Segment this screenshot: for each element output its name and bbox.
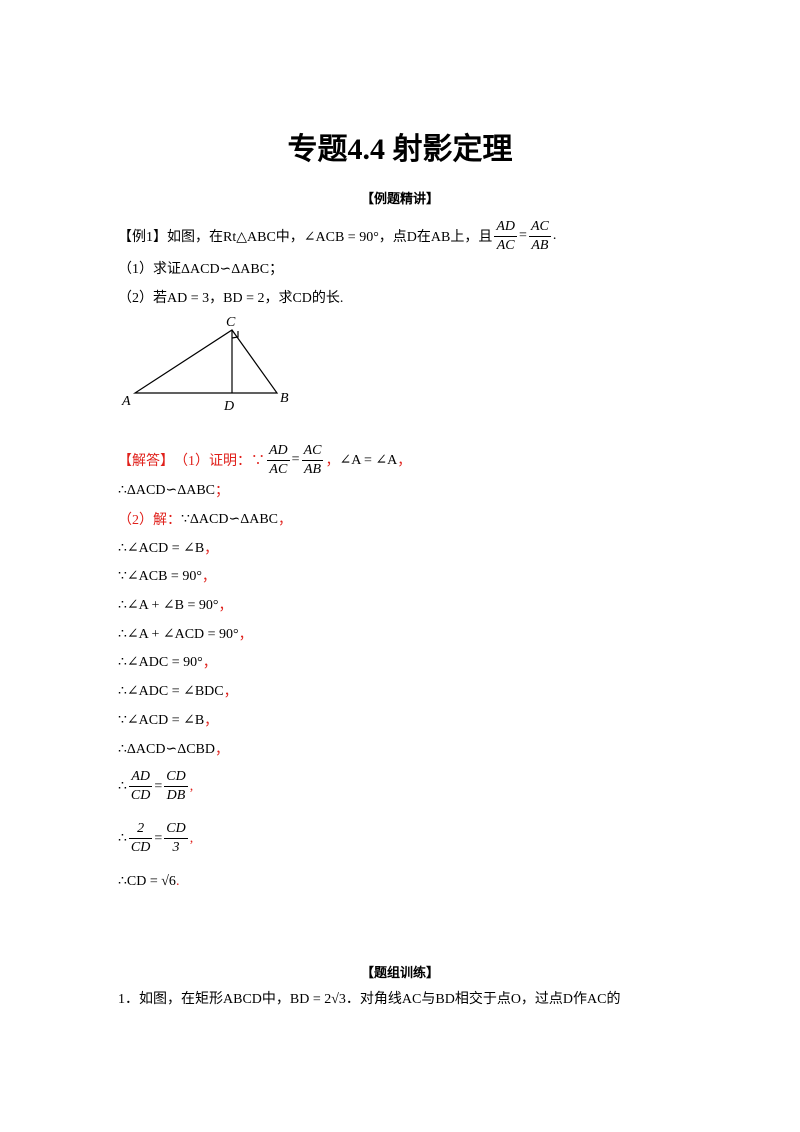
statement: ∵∠ACB = 90°	[118, 568, 202, 584]
statement: ∴	[118, 831, 127, 846]
right-angle-mark	[231, 331, 239, 339]
statement: ∴∠A + ∠ACD = 90°	[118, 626, 239, 642]
solution-line: ∴ AD CD = CD DB,	[118, 768, 193, 805]
fraction: CD DB	[164, 768, 188, 805]
figure: C A D B	[121, 315, 289, 414]
solution-line: ∵∠ACB = 90°，	[118, 566, 216, 586]
numerator: 2	[128, 820, 153, 839]
statement: ∴ΔACD∽ΔCBD	[118, 741, 215, 757]
solution-label: 【解答】	[118, 454, 174, 469]
denominator: DB	[166, 788, 186, 803]
punctuation: ，	[201, 570, 216, 585]
punctuation: ，	[278, 513, 292, 528]
denominator: AC	[496, 237, 515, 253]
denominator: AB	[303, 461, 322, 477]
title: 专题4.4 射影定理	[287, 133, 513, 166]
numerator: AD	[128, 768, 153, 787]
section-heading: 【题组训练】	[360, 965, 439, 980]
statement: ∴CD = √6	[118, 874, 176, 889]
statement: ∴∠ACD = ∠B	[118, 540, 205, 556]
fraction: AC AB	[301, 442, 324, 479]
statement: ∴ΔACD∽ΔABC	[118, 482, 215, 498]
punctuation: .	[175, 873, 180, 889]
separator: ，	[397, 454, 412, 469]
equals: =	[519, 228, 527, 243]
period: .	[552, 228, 557, 243]
fraction: AD AC	[494, 218, 518, 255]
equals: =	[154, 830, 163, 846]
punctuation: ；	[215, 484, 229, 499]
punctuation: ，	[223, 685, 238, 700]
denominator: CD	[130, 840, 151, 855]
equals: =	[154, 778, 163, 794]
solution-line: ∵∠ACD = ∠B，	[118, 710, 218, 730]
solution-line: ∴ΔACD∽ΔABC；	[118, 480, 229, 500]
fraction: AC AB	[528, 218, 551, 255]
fraction: AD AC	[267, 442, 290, 479]
punctuation: ，	[215, 743, 229, 758]
separator: ，	[325, 454, 340, 469]
punctuation: ，	[202, 656, 217, 671]
equals: =	[291, 452, 300, 467]
question: （1）求证ΔACD∽ΔABC；	[118, 262, 284, 277]
fraction: 2 CD	[128, 820, 153, 857]
solution-start: 【解答】 （1）证明：∵ AD AC = AC AB ， ∠A = ∠A ，	[118, 432, 411, 488]
denominator: 3	[172, 840, 180, 855]
statement: ∴∠ADC = 90°	[118, 654, 203, 670]
punctuation: ，	[204, 714, 219, 729]
statement: ∴∠A + ∠B = 90°	[118, 597, 219, 613]
solution-line: ∴∠A + ∠ACD = 90°，	[118, 624, 253, 644]
question: （2）若AD = 3，BD = 2，求CD的长.	[118, 291, 344, 306]
example-label: 【例1】	[118, 230, 167, 245]
statement: ∠A = ∠A	[339, 452, 398, 468]
problem: 1．如图，在矩形ABCD中，BD = 2√3．对角线AC与BD相交于点O，过点D…	[118, 992, 621, 1007]
solution-line: （2）解： ∵ΔACD∽ΔABC，	[118, 509, 292, 529]
statement: ∵ΔACD∽ΔABC	[181, 511, 278, 527]
triangle	[132, 329, 279, 394]
fraction: CD 3	[164, 820, 188, 857]
vertex-label: A	[121, 394, 131, 409]
solution-line: ∴∠A + ∠B = 90°，	[118, 595, 232, 615]
example-statement: 【例1】 如图，在Rt△ABC中，∠ACB = 90°，点D在AB上，且 AD A…	[118, 208, 556, 264]
solution-line: ∴ 2 CD = CD 3,	[118, 820, 193, 857]
solution-line: ∴∠ADC = ∠BDC，	[118, 681, 238, 701]
punctuation: ，	[218, 599, 233, 614]
vertex-label: B	[280, 391, 289, 406]
punctuation: ，	[238, 628, 253, 643]
punctuation: ,	[189, 830, 194, 846]
denominator: CD	[130, 788, 151, 803]
solution-line: ∴∠ACD = ∠B，	[118, 538, 218, 558]
section-heading: 【例题精讲】	[360, 191, 439, 206]
statement: ∴	[118, 779, 127, 794]
solution-line: ∴CD = √6.	[118, 873, 179, 890]
statement: ∴∠ADC = ∠BDC	[118, 683, 224, 699]
solution-line: ∴ΔACD∽ΔCBD，	[118, 739, 229, 759]
numerator: AD	[494, 218, 518, 237]
fraction: AD CD	[128, 768, 153, 805]
line-prefix: （2）解：	[118, 513, 181, 528]
numerator: AC	[528, 218, 551, 237]
denominator: AC	[269, 461, 288, 477]
vertex-label: C	[226, 315, 236, 330]
vertex-label: D	[223, 399, 234, 414]
numerator: CD	[164, 768, 188, 787]
punctuation: ，	[204, 542, 219, 557]
numerator: AC	[301, 442, 324, 461]
numerator: CD	[164, 820, 188, 839]
statement: ∵∠ACD = ∠B	[118, 712, 205, 728]
punctuation: ,	[189, 778, 194, 794]
denominator: AB	[531, 237, 549, 253]
example-text: 如图，在Rt△ABC中，∠ACB = 90°，点D在AB上，且	[167, 230, 493, 245]
solution-line: ∴∠ADC = 90°，	[118, 652, 217, 672]
solution-intro: （1）证明：∵	[174, 454, 265, 469]
numerator: AD	[267, 442, 290, 461]
